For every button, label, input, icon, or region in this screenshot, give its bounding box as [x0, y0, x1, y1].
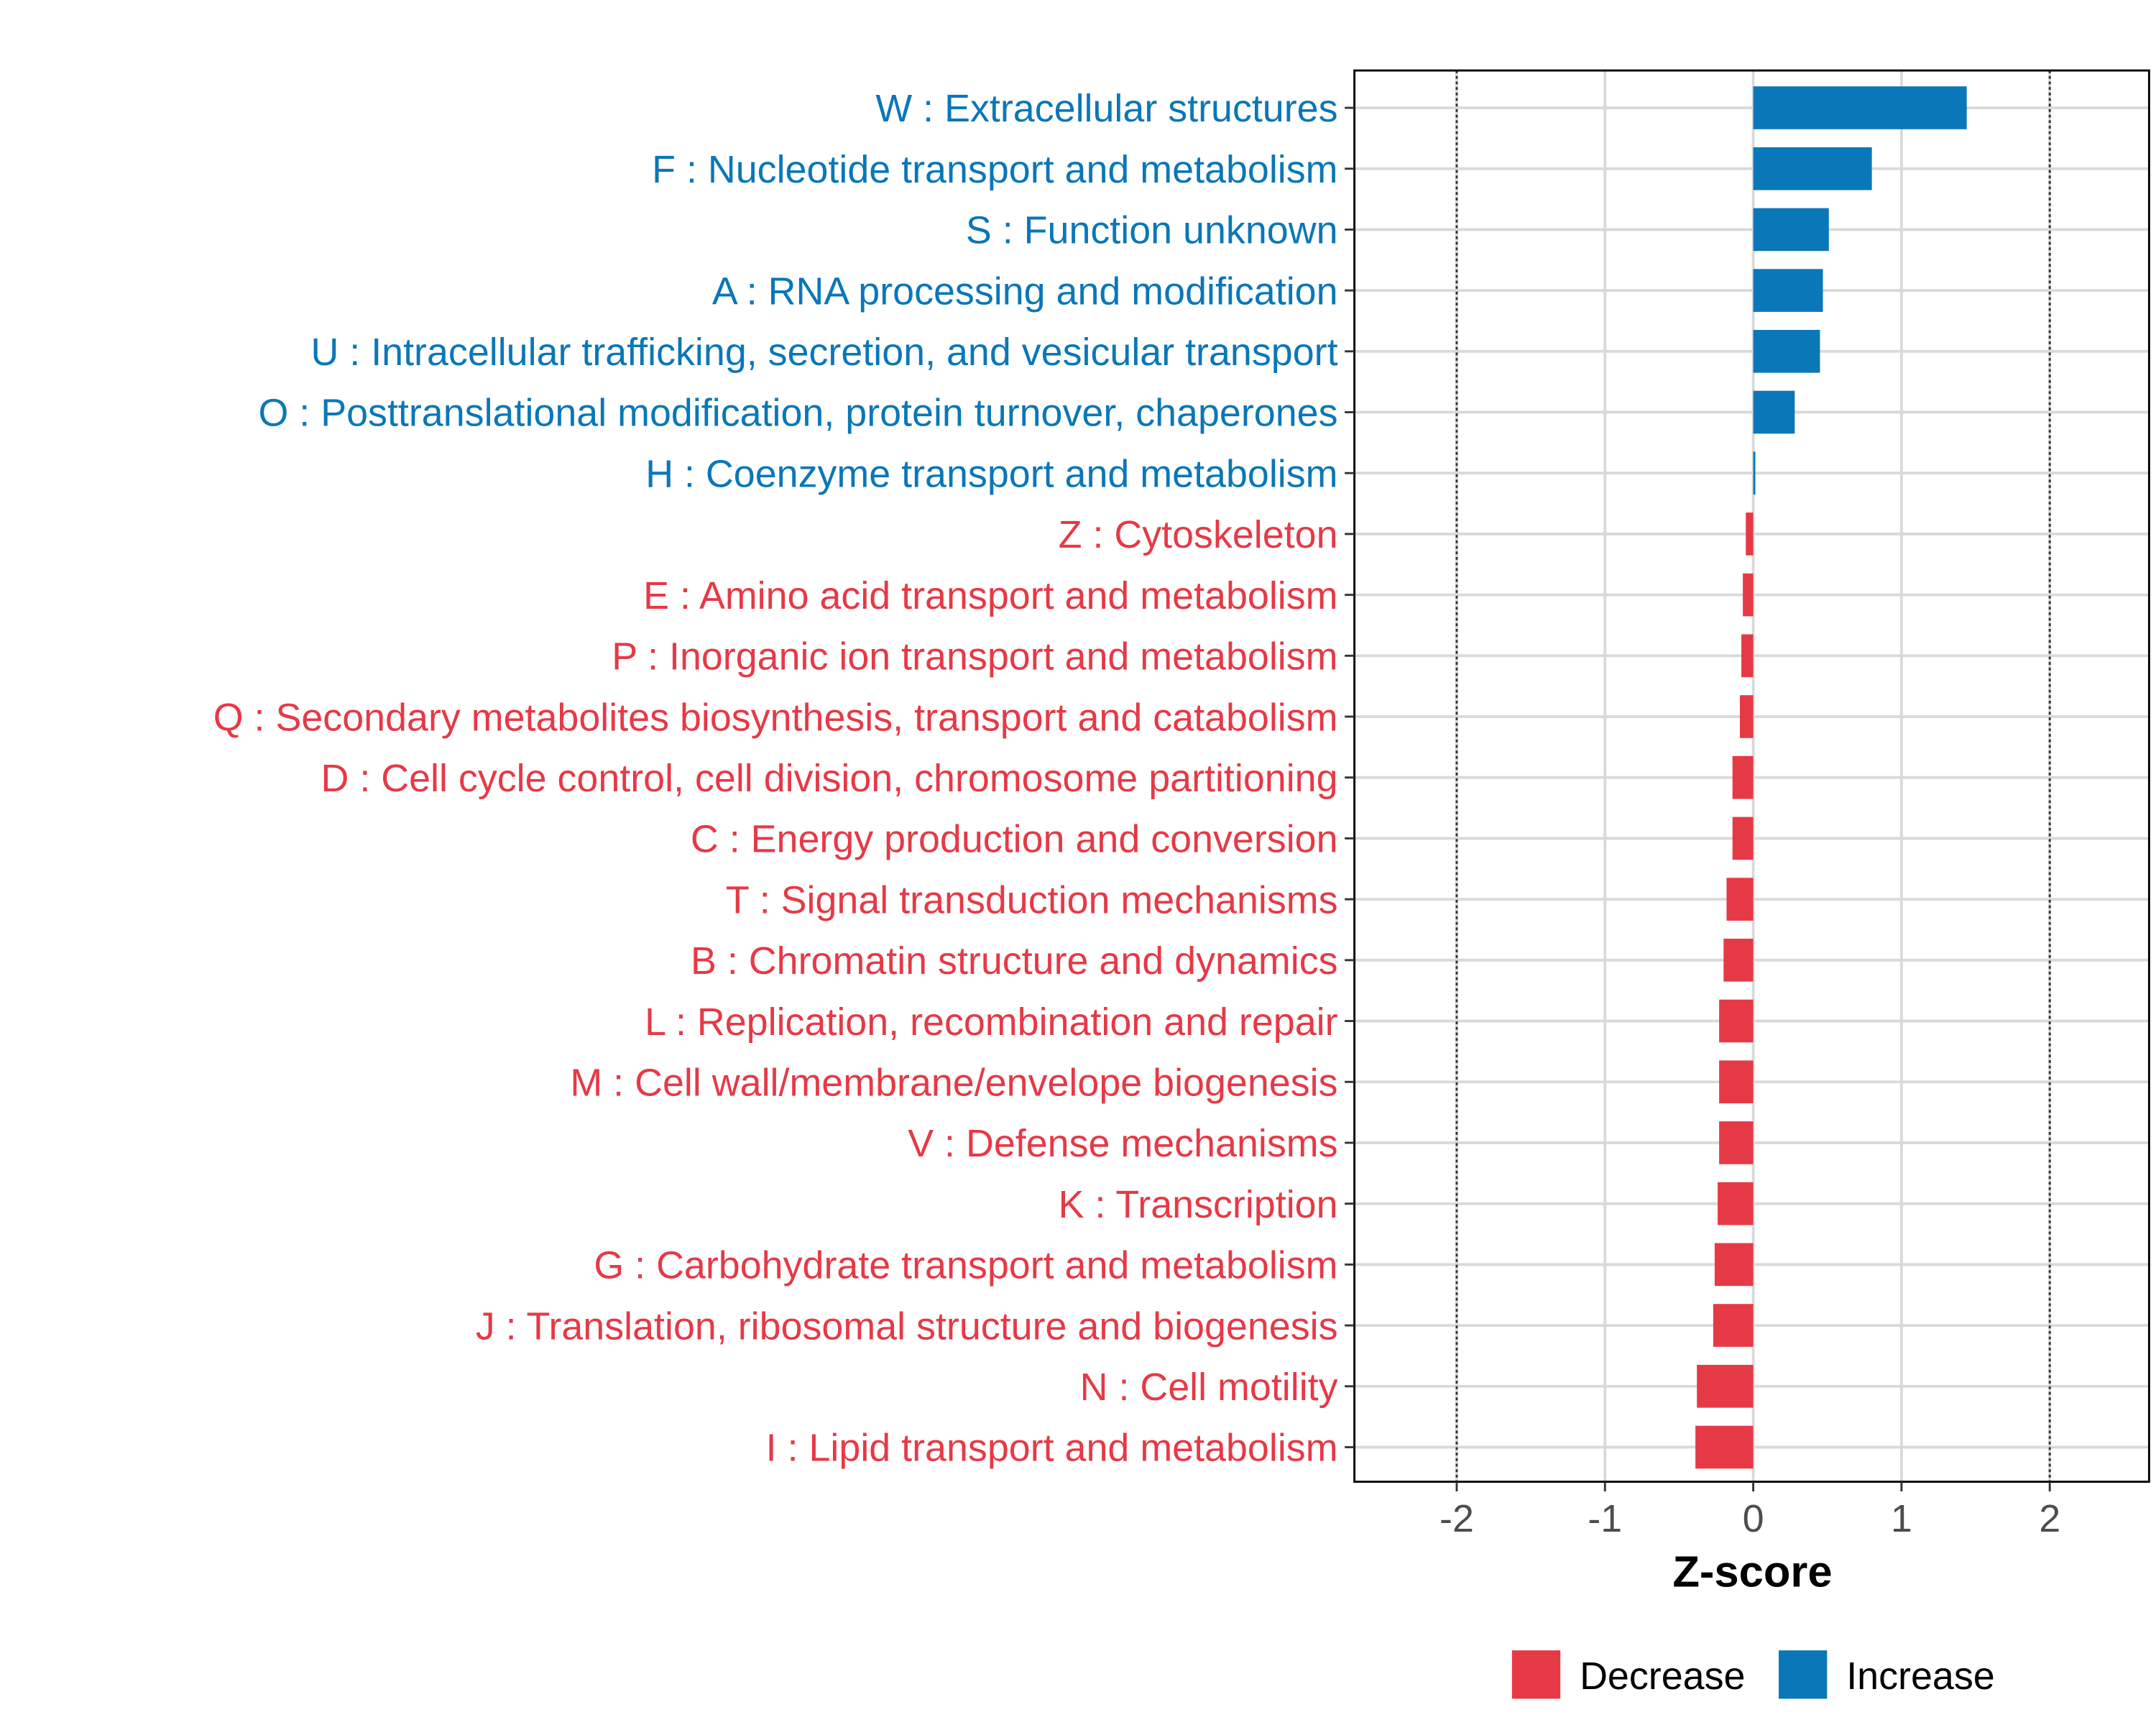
y-tick-label: Q : Secondary metabolites biosynthesis, … — [213, 696, 1338, 739]
y-tick-label: V : Defense mechanisms — [908, 1122, 1337, 1165]
y-tick-label: I : Lipid transport and metabolism — [766, 1427, 1338, 1470]
x-tick-label: 2 — [2039, 1497, 2060, 1540]
x-tick-label: -1 — [1588, 1497, 1622, 1540]
bar — [1732, 755, 1754, 799]
bar — [1718, 1182, 1754, 1225]
y-tick-label: S : Function unknown — [966, 209, 1338, 252]
y-tick-label: P : Inorganic ion transport and metaboli… — [612, 635, 1337, 678]
bar — [1753, 208, 1829, 252]
bar — [1753, 147, 1872, 190]
y-tick-label: U : Intracellular trafficking, secretion… — [310, 331, 1337, 374]
y-tick-label: C : Energy production and conversion — [691, 818, 1338, 861]
panel-border — [1353, 69, 2150, 1483]
bar — [1697, 1364, 1754, 1408]
x-tick-label: 1 — [1891, 1497, 1912, 1540]
bar — [1753, 86, 1967, 129]
y-tick-label: B : Chromatin structure and dynamics — [691, 939, 1338, 983]
bar — [1723, 939, 1754, 982]
y-tick-label: H : Coenzyme transport and metabolism — [645, 452, 1337, 495]
x-tick-labels: -2 -1 0 1 2 — [1439, 1481, 2060, 1540]
bars — [1695, 86, 1967, 1469]
y-tick-label: E : Amino acid transport and metabolism — [643, 574, 1337, 617]
x-axis-title: Z-score — [1672, 1547, 1832, 1597]
x-tick-label: -2 — [1439, 1497, 1474, 1540]
bar — [1726, 878, 1754, 921]
y-tick-label: A : RNA processing and modification — [712, 270, 1338, 313]
bar — [1753, 330, 1820, 373]
bar — [1719, 1060, 1754, 1104]
y-tick-label: J : Translation, ribosomal structure and… — [476, 1305, 1338, 1348]
legend-swatch — [1779, 1650, 1828, 1699]
y-tick-label: W : Extracellular structures — [875, 87, 1337, 130]
y-tick-label: K : Transcription — [1059, 1183, 1338, 1226]
y-tick-labels: W : Extracellular structures F : Nucleoti… — [213, 87, 1355, 1470]
bar — [1719, 999, 1754, 1043]
y-tick-label: F : Nucleotide transport and metabolism — [652, 148, 1337, 191]
bar — [1695, 1425, 1754, 1469]
bar — [1753, 390, 1795, 434]
x-tick-label: 0 — [1743, 1497, 1764, 1540]
y-tick-label: N : Cell motility — [1080, 1366, 1338, 1409]
y-tick-label: T : Signal transduction mechanisms — [726, 878, 1338, 921]
y-tick-label: L : Replication, recombination and repai… — [645, 1000, 1338, 1044]
bar — [1739, 695, 1754, 738]
y-tick-label: O : Posttranslational modification, prot… — [258, 392, 1337, 435]
bar — [1753, 451, 1756, 495]
legend: Decrease Increase — [1511, 1650, 1995, 1699]
bar — [1741, 634, 1754, 678]
bar — [1713, 1304, 1754, 1347]
bar — [1743, 573, 1754, 617]
y-tick-label: M : Cell wall/membrane/envelope biogenes… — [570, 1061, 1337, 1104]
y-tick-label: D : Cell cycle control, cell division, c… — [321, 757, 1337, 800]
legend-label: Decrease — [1580, 1655, 1745, 1698]
bar — [1719, 1121, 1754, 1164]
bar — [1732, 816, 1754, 860]
bar — [1746, 512, 1754, 556]
y-tick-label: G : Carbohydrate transport and metabolis… — [594, 1244, 1337, 1287]
legend-swatch — [1511, 1650, 1561, 1699]
bar — [1753, 269, 1823, 312]
y-tick-label: Z : Cytoskeleton — [1059, 513, 1338, 556]
bar — [1714, 1243, 1754, 1287]
legend-label: Increase — [1846, 1655, 1994, 1698]
